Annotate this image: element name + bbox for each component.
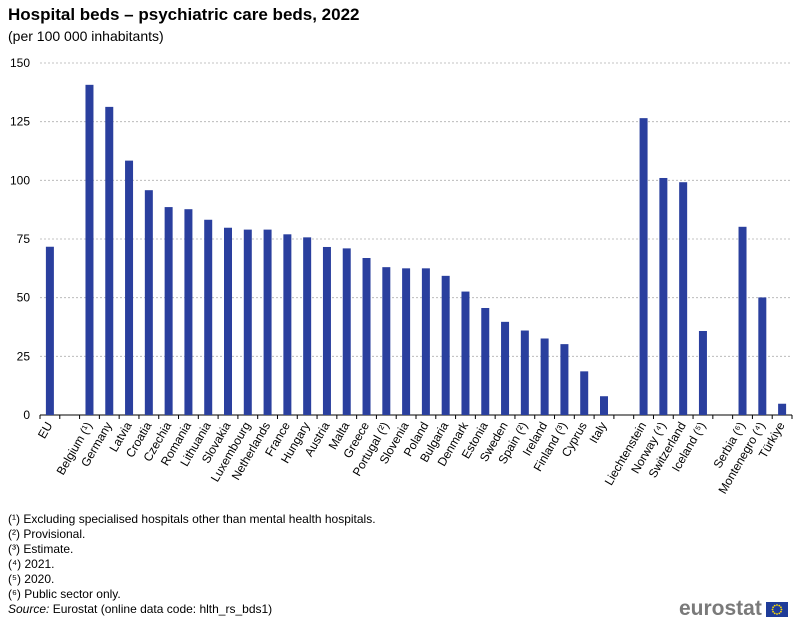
bar [303,237,312,415]
x-tick-label: Italy [586,420,609,446]
bar [402,268,411,415]
y-tick-label: 75 [17,232,31,246]
bar [778,403,787,415]
bar [738,226,747,415]
bar [441,275,450,415]
bar [342,248,351,415]
bar [283,234,292,415]
bar [362,258,371,415]
bar [560,344,569,415]
bar [461,291,470,415]
bar [659,177,668,415]
bar [263,229,272,415]
bar [144,190,153,415]
y-tick-label: 125 [10,115,30,129]
bar [698,330,707,415]
chart-subtitle: (per 100 000 inhabitants) [8,28,164,44]
footnote: (⁴) 2021. [8,557,55,571]
bar [481,307,490,415]
bar [243,229,252,415]
footnote: (²) Provisional. [8,527,86,541]
bar [164,207,173,415]
chart-title: Hospital beds – psychiatric care beds, 2… [8,5,360,24]
bar [125,160,134,415]
bar [580,371,589,415]
bar [600,396,608,415]
footnote: (⁶) Public sector only. [8,587,121,601]
source-line: Source: Eurostat (online data code: hlth… [8,602,376,617]
eurostat-logo: eurostat [679,597,788,621]
bar [382,267,391,415]
eu-flag-icon [765,601,788,617]
footnote: (¹) Excluding specialised hospitals othe… [8,512,376,526]
bar [204,219,213,415]
x-tick-label: EU [35,420,55,441]
footnote: (⁵) 2020. [8,572,55,586]
bar [639,118,648,415]
bar [322,246,331,415]
bar [540,338,549,415]
bar [45,246,54,415]
y-tick-label: 0 [23,408,30,422]
footnote: (³) Estimate. [8,542,74,556]
y-tick-label: 25 [17,349,31,363]
bar [758,297,767,415]
bar [224,227,232,415]
y-tick-label: 50 [17,291,31,305]
bar [501,321,510,415]
bar [679,182,688,415]
source-text: Eurostat (online data code: hlth_rs_bds1… [49,602,273,616]
y-tick-label: 100 [10,173,30,187]
bar [421,268,430,415]
source-label: Source: [8,602,50,616]
logo-text: eurostat [679,597,762,620]
y-tick-label: 150 [10,56,30,70]
bar [85,84,94,415]
bar [184,209,193,415]
footnotes: (¹) Excluding specialised hospitals othe… [8,512,376,617]
bar [520,330,529,415]
bar [105,106,114,416]
